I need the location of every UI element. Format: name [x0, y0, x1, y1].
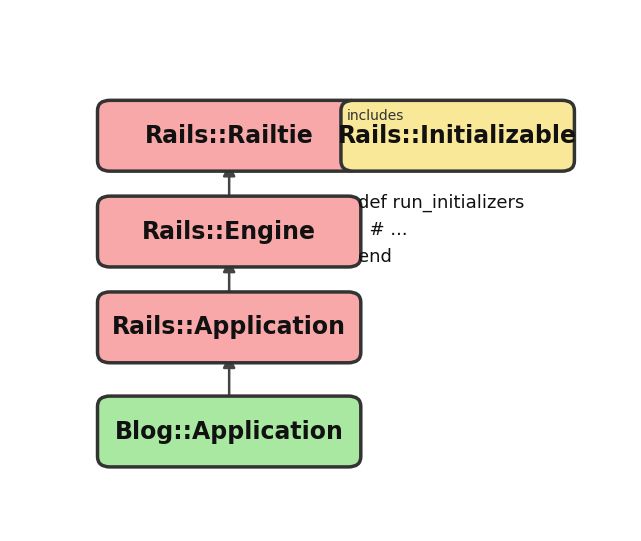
Text: Rails::Railtie: Rails::Railtie	[145, 124, 313, 148]
Text: Blog::Application: Blog::Application	[115, 419, 344, 444]
FancyBboxPatch shape	[97, 100, 361, 171]
Text: Rails::Initializable: Rails::Initializable	[338, 124, 577, 148]
Text: # ...: # ...	[358, 221, 408, 239]
Text: Rails::Application: Rails::Application	[112, 315, 346, 339]
Text: end: end	[358, 248, 392, 266]
FancyBboxPatch shape	[97, 396, 361, 467]
Text: includes: includes	[347, 109, 404, 123]
FancyBboxPatch shape	[97, 292, 361, 363]
FancyBboxPatch shape	[341, 100, 574, 171]
FancyBboxPatch shape	[97, 196, 361, 267]
Text: def run_initializers: def run_initializers	[358, 194, 525, 212]
Text: Rails::Engine: Rails::Engine	[142, 220, 316, 243]
